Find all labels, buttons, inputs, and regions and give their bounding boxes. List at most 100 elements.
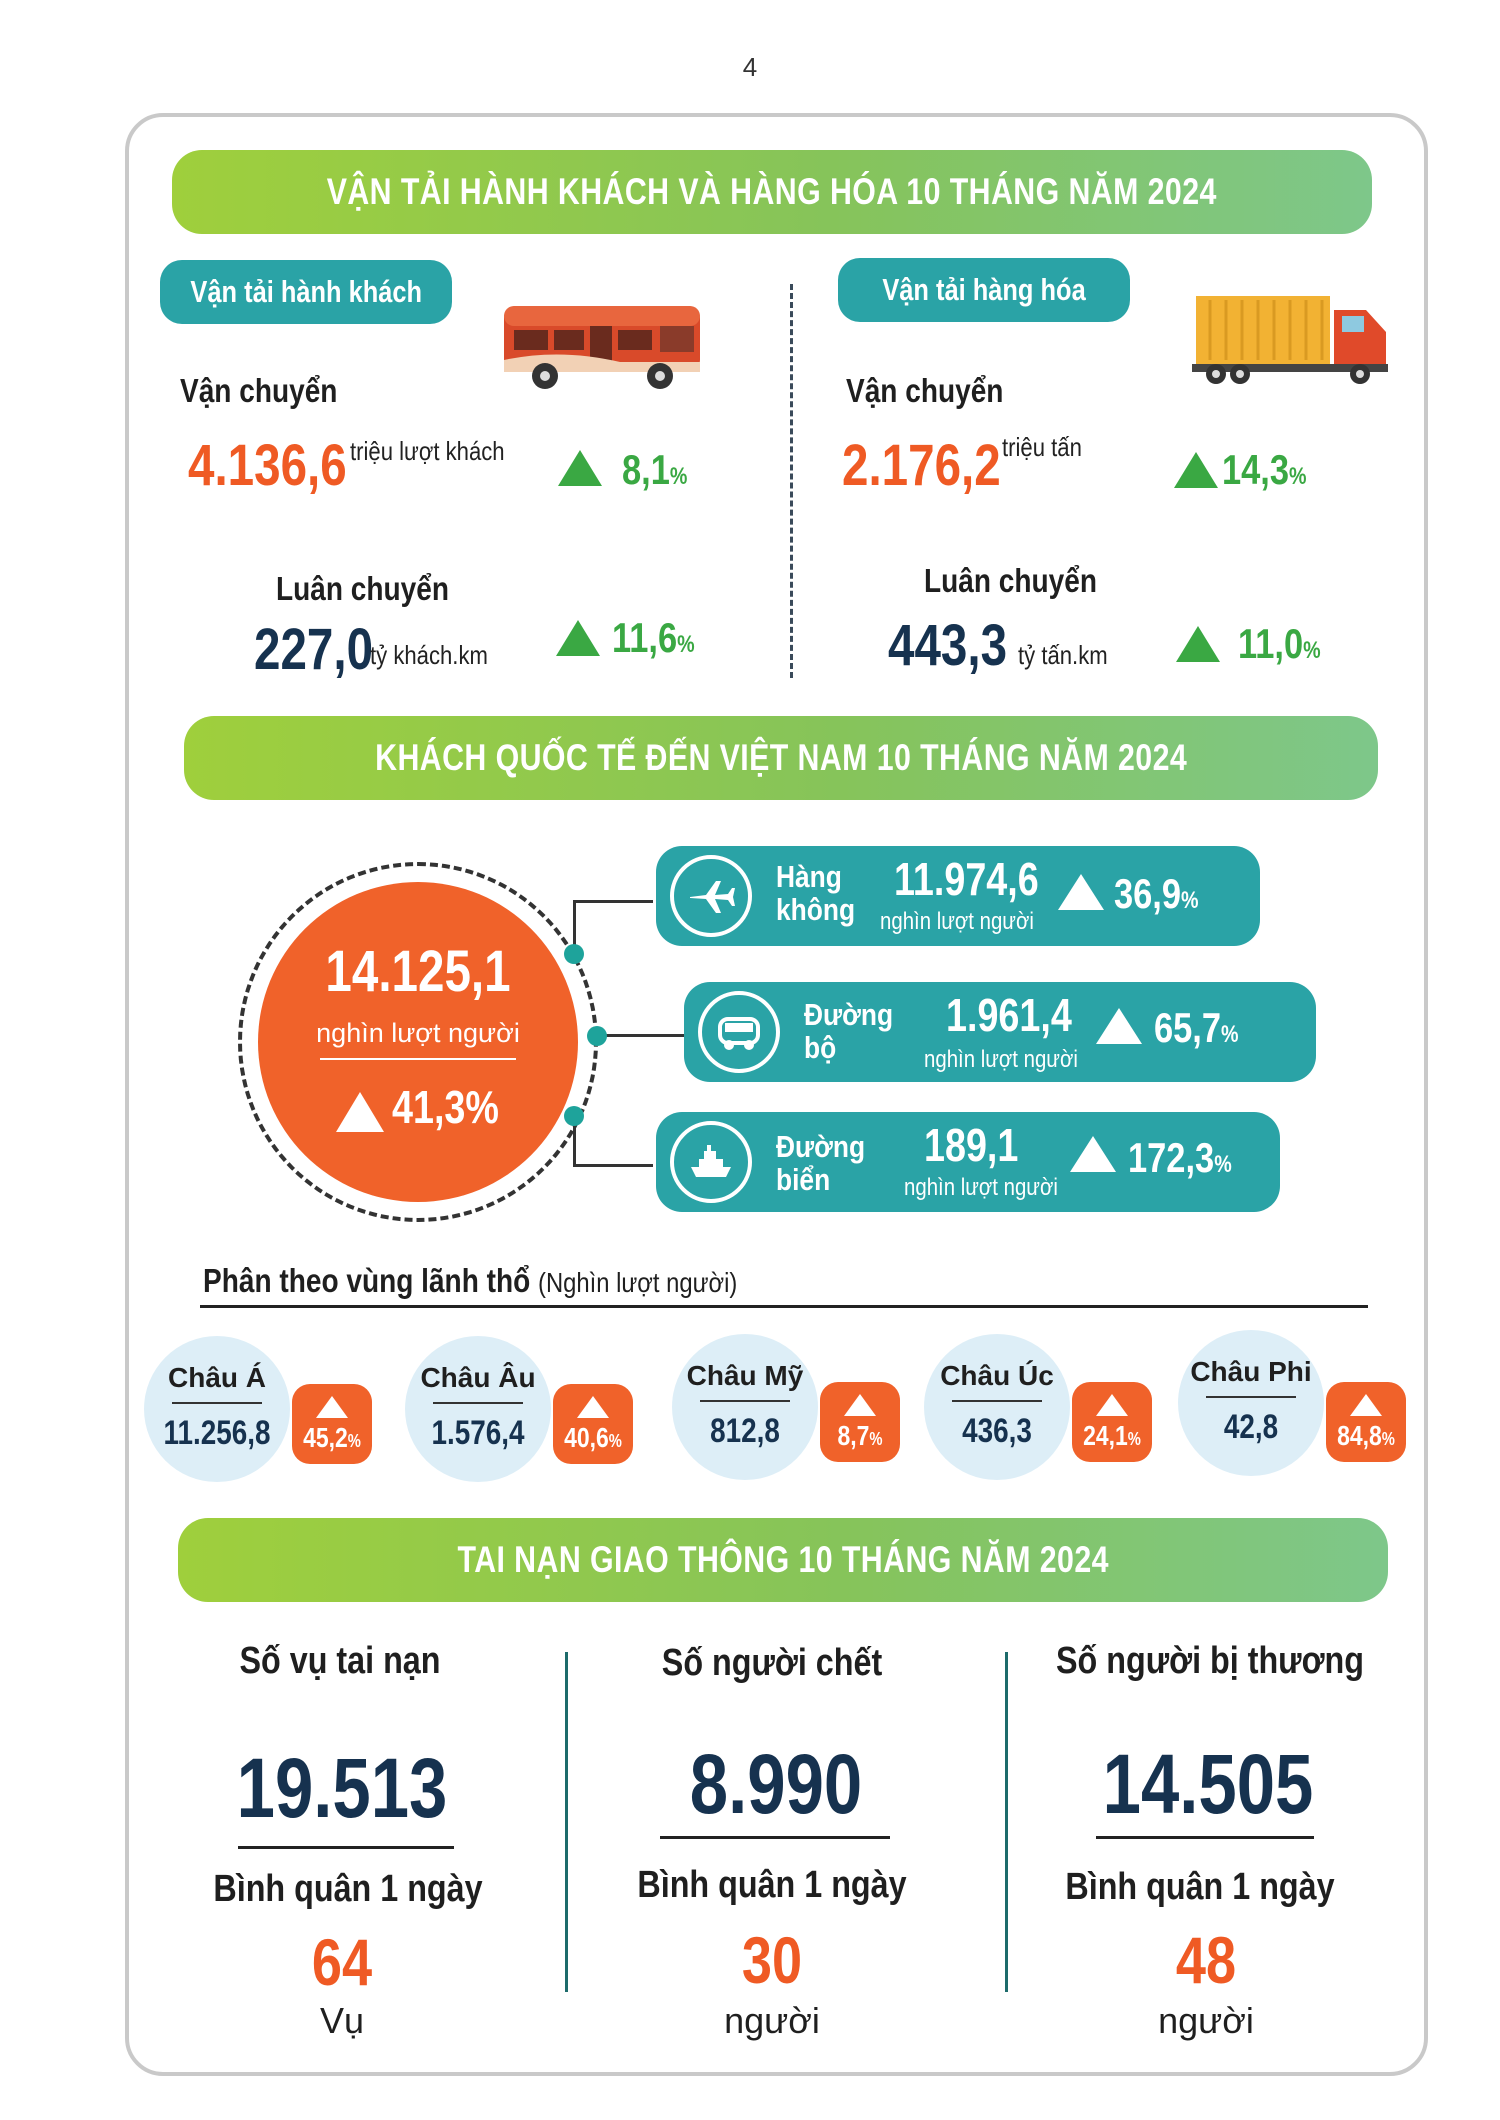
accidents-injured-avg-label: Bình quân 1 ngày: [1065, 1866, 1335, 1908]
freight-traffic-unit: tỷ tấn.km: [1018, 640, 1108, 670]
accidents-injured-rule: [1096, 1836, 1314, 1839]
mode-road: Đường bộ 1.961,4 nghìn lượt người 65,7%: [684, 982, 1316, 1082]
passenger-pill: Vận tải hành khách: [160, 260, 452, 324]
passenger-carried-up-icon: [558, 450, 602, 486]
accidents-cases-avg: 64: [311, 1925, 373, 1999]
accidents-deaths-rule: [660, 1836, 890, 1839]
region-rule: [200, 1305, 1368, 1308]
region-oceania-circle: Châu Úc 436,3: [924, 1334, 1070, 1480]
region-africa: 84,8% Châu Phi 42,8: [1178, 1330, 1414, 1480]
connector-sea-v: [573, 1112, 576, 1166]
mode-air-unit: nghìn lượt người: [880, 908, 1034, 935]
passenger-carried-unit: triệu lượt khách: [350, 436, 505, 466]
total-value: 14.125,1: [325, 939, 511, 1004]
accidents-deaths-label: Số người chết: [661, 1642, 883, 1684]
region-oceania-pct: 24,1%: [1083, 1420, 1141, 1451]
content-frame: [125, 113, 1428, 2076]
region-america-tag: 8,7%: [820, 1382, 900, 1462]
mode-sea: Đường biển 189,1 nghìn lượt người 172,3%: [656, 1112, 1280, 1212]
accidents-banner: TAI NẠN GIAO THÔNG 10 THÁNG NĂM 2024: [178, 1518, 1388, 1602]
transport-banner: VẬN TẢI HÀNH KHÁCH VÀ HÀNG HÓA 10 THÁNG …: [172, 150, 1372, 234]
region-asia-pct: 45,2%: [303, 1422, 361, 1453]
passenger-traffic-pct: 11,6%: [612, 614, 695, 661]
region-africa-name: Châu Phi: [1190, 1356, 1312, 1387]
passenger-traffic-value: 227,0: [254, 617, 374, 682]
region-subtitle: (Nghìn lượt người): [538, 1267, 738, 1298]
mode-sea-unit: nghìn lượt người: [904, 1174, 1058, 1201]
ship-icon: [670, 1121, 752, 1203]
mode-road-up-icon: [1096, 1008, 1142, 1044]
mode-sea-value: 189,1: [924, 1119, 1019, 1171]
mode-road-name: Đường bộ: [804, 997, 894, 1065]
page-number: 4: [742, 52, 758, 82]
region-europe-value: 1.576,4: [431, 1414, 525, 1452]
freight-carried-up-icon: [1174, 452, 1218, 488]
region-america-name: Châu Mỹ: [686, 1360, 804, 1391]
bus-icon: [500, 296, 710, 401]
region-asia: 45,2% Châu Á 11.256,8: [144, 1336, 380, 1486]
freight-traffic-pct: 11,0%: [1238, 620, 1321, 667]
mode-sea-pct: 172,3%: [1128, 1134, 1232, 1181]
freight-carried-value: 2.176,2: [842, 433, 1001, 498]
accidents-deaths-avg-unit: người: [724, 2000, 820, 2041]
connector-road: [595, 1034, 685, 1037]
accidents-cases-value: 19.513: [236, 1741, 448, 1835]
region-america-pct: 8,7%: [837, 1420, 883, 1451]
region-america: 8,7% Châu Mỹ 812,8: [672, 1334, 908, 1484]
region-africa-pct: 84,8%: [1337, 1420, 1395, 1451]
mode-sea-name: Đường biển: [776, 1129, 866, 1197]
connector-dot-road: [587, 1026, 607, 1046]
freight-carried-label: Vận chuyển: [846, 372, 1004, 409]
accidents-deaths-avg-label: Bình quân 1 ngày: [637, 1864, 907, 1906]
region-oceania-tag: 24,1%: [1072, 1382, 1152, 1462]
freight-traffic-value: 443,3: [888, 613, 1008, 678]
total-up-icon: [336, 1092, 384, 1132]
accidents-cases-rule: [238, 1846, 454, 1849]
international-banner-title: KHÁCH QUỐC TẾ ĐẾN VIỆT NAM 10 THÁNG NĂM …: [374, 737, 1188, 778]
region-europe: 40,6% Châu Âu 1.576,4: [405, 1336, 641, 1486]
transport-divider: [790, 284, 793, 678]
mode-road-unit: nghìn lượt người: [924, 1046, 1078, 1073]
freight-pill-label: Vận tải hàng hóa: [882, 272, 1086, 307]
region-africa-value: 42,8: [1223, 1408, 1279, 1446]
connector-dot-sea: [564, 1106, 584, 1126]
passenger-carried-pct: 8,1%: [622, 446, 688, 493]
accidents-deaths-avg: 30: [741, 1923, 803, 1997]
region-europe-tag: 40,6%: [553, 1384, 633, 1464]
accidents-injured-value: 14.505: [1102, 1737, 1314, 1831]
mode-air-up-icon: [1058, 874, 1104, 910]
region-oceania: 24,1% Châu Úc 436,3: [924, 1334, 1160, 1484]
connector-air-v: [573, 900, 576, 952]
connector-air-h: [573, 900, 653, 903]
freight-traffic-up-icon: [1176, 626, 1220, 662]
region-africa-circle: Châu Phi 42,8: [1178, 1330, 1324, 1476]
freight-traffic-label: Luân chuyển: [924, 562, 1098, 599]
total-rule: [320, 1058, 516, 1060]
accidents-cases-label: Số vụ tai nạn: [239, 1640, 441, 1682]
accidents-injured-avg: 48: [1175, 1923, 1237, 1997]
region-europe-up-icon: [577, 1396, 609, 1418]
passenger-traffic-up-icon: [556, 620, 600, 656]
total-unit: nghìn lượt người: [316, 1018, 520, 1048]
transport-banner-title: VẬN TẢI HÀNH KHÁCH VÀ HÀNG HÓA 10 THÁNG …: [326, 171, 1218, 212]
accidents-deaths-value: 8.990: [689, 1737, 863, 1831]
accidents-injured-label: Số người bị thương: [1056, 1640, 1364, 1682]
accidents-cases-avg-label: Bình quân 1 ngày: [213, 1868, 483, 1910]
region-africa-tag: 84,8%: [1326, 1382, 1406, 1462]
mode-road-value: 1.961,4: [946, 989, 1072, 1041]
truck-icon: [1190, 290, 1400, 395]
accidents-divider-1: [565, 1652, 568, 1992]
total-pct: 41,3%: [392, 1081, 499, 1133]
region-asia-tag: 45,2%: [292, 1384, 372, 1464]
region-europe-name: Châu Âu: [420, 1362, 536, 1393]
region-america-value: 812,8: [710, 1412, 780, 1450]
freight-carried-pct: 14,3%: [1222, 446, 1307, 493]
connector-sea-h: [573, 1164, 653, 1167]
region-asia-name: Châu Á: [168, 1362, 266, 1393]
international-banner: KHÁCH QUỐC TẾ ĐẾN VIỆT NAM 10 THÁNG NĂM …: [184, 716, 1378, 800]
accidents-divider-2: [1005, 1652, 1008, 1992]
region-africa-up-icon: [1350, 1394, 1382, 1416]
passenger-carried-label: Vận chuyển: [180, 372, 338, 409]
mode-sea-up-icon: [1070, 1136, 1116, 1172]
region-america-up-icon: [844, 1394, 876, 1416]
